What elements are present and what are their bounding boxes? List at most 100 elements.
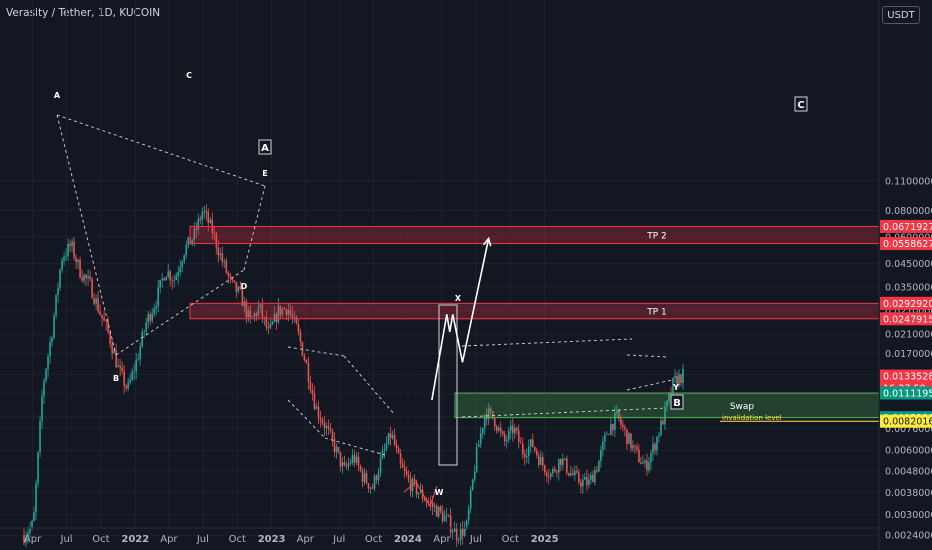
x-wave-box (438, 304, 458, 466)
candle-body (369, 487, 372, 489)
price-labels: 0.06719272 0.05586276 0.02929202 0.02479153… (880, 219, 932, 428)
candle-body (217, 247, 220, 256)
candle-body (457, 540, 460, 541)
candle-body (646, 460, 648, 471)
candle-body (299, 331, 302, 343)
price-tick-label: 0.00240000 (885, 531, 932, 542)
candle-body (37, 452, 39, 484)
currency-button[interactable]: USDT (882, 6, 920, 24)
candle-body (664, 406, 666, 425)
wave-trendline (343, 355, 396, 416)
candle-body (143, 331, 145, 333)
candle-body (59, 269, 61, 288)
candle-body (463, 527, 466, 536)
time-axis: Apr Jul Oct 2022 Apr Jul Oct 2023 Apr Jul Oct 2024 A… (0, 527, 879, 545)
candle-body (199, 218, 202, 220)
candle-body (107, 321, 109, 332)
price-label-bg (880, 237, 932, 251)
candle-body (163, 278, 166, 281)
candle-body (455, 528, 458, 541)
candle-body (219, 253, 222, 256)
candle-body (353, 455, 356, 463)
candle-body (497, 427, 500, 431)
candle-body (183, 254, 186, 262)
candle-body (139, 346, 141, 360)
candle-body (592, 475, 594, 483)
candle-body (103, 317, 105, 321)
candle-body (337, 447, 340, 452)
candle-body (29, 527, 31, 533)
candle-body (171, 280, 174, 282)
candle-body (365, 473, 368, 484)
time-tick-label: Jul (60, 534, 73, 545)
price-label-value: 0.05586276 (883, 239, 932, 250)
candle-body (81, 277, 83, 281)
candle-body (503, 434, 506, 442)
candle-body (509, 425, 512, 431)
price-label-bg (880, 386, 932, 400)
price-label-value: 0.02479153 (883, 314, 932, 325)
candle-body (658, 435, 660, 437)
candle-body (329, 428, 332, 431)
candle-body (379, 458, 382, 473)
candle-body (562, 458, 564, 465)
price-axis: 0.110000000.080000000.060000000.04500000… (878, 0, 932, 550)
projection-arrowhead (482, 236, 492, 247)
wave-trendline (626, 354, 667, 358)
candle-body (385, 444, 388, 449)
candle-body (566, 458, 568, 473)
candle-body (307, 363, 310, 382)
candle-body (660, 420, 662, 436)
candle-body (670, 393, 672, 395)
candle-body (521, 443, 524, 455)
candle-body (209, 219, 212, 224)
candle-body (549, 473, 552, 477)
candle-body (297, 324, 300, 332)
candle-body (517, 430, 520, 443)
candle-body (389, 433, 392, 438)
candle-body (481, 428, 484, 434)
candle-body (630, 433, 632, 449)
wave-label: B (113, 374, 119, 383)
price-label-value: 0.02929202 (883, 299, 932, 310)
wave-label: E (262, 169, 267, 178)
candle-body (409, 478, 412, 492)
candle-body (403, 467, 406, 471)
candle-body (51, 337, 53, 343)
price-label-bg (880, 219, 932, 233)
candle-body (97, 298, 99, 312)
candle-body (519, 442, 522, 444)
candle-body (473, 471, 476, 480)
candle-body (513, 428, 516, 434)
candle-body (267, 327, 270, 329)
candle-body (109, 331, 111, 344)
candle-body (41, 396, 43, 422)
candle-body (383, 448, 386, 451)
candle-body (441, 511, 444, 522)
candle-body (598, 460, 600, 472)
candle-body (640, 462, 642, 464)
candle-body (105, 320, 107, 322)
time-tick-label: 2023 (258, 534, 286, 545)
price-tick-label: 0.02100000 (885, 330, 932, 341)
candle-body (67, 243, 69, 256)
time-tick-label: Oct (502, 534, 519, 545)
candle-body (215, 233, 218, 248)
candle-body (545, 472, 548, 477)
candle-body (223, 260, 226, 262)
candle-body (247, 310, 250, 318)
candle-body (173, 279, 176, 281)
candle-body (335, 447, 338, 452)
candle-body (257, 307, 260, 316)
candle-body (568, 472, 570, 476)
candle-body (405, 470, 408, 475)
zone-label: TP 2 (646, 231, 667, 241)
candle-body (287, 309, 290, 315)
candle-body (632, 445, 634, 449)
candle-body (259, 304, 262, 308)
candle-body (331, 430, 334, 440)
candle-body (33, 512, 35, 522)
candle-body (317, 406, 320, 418)
candle-body (375, 475, 378, 481)
